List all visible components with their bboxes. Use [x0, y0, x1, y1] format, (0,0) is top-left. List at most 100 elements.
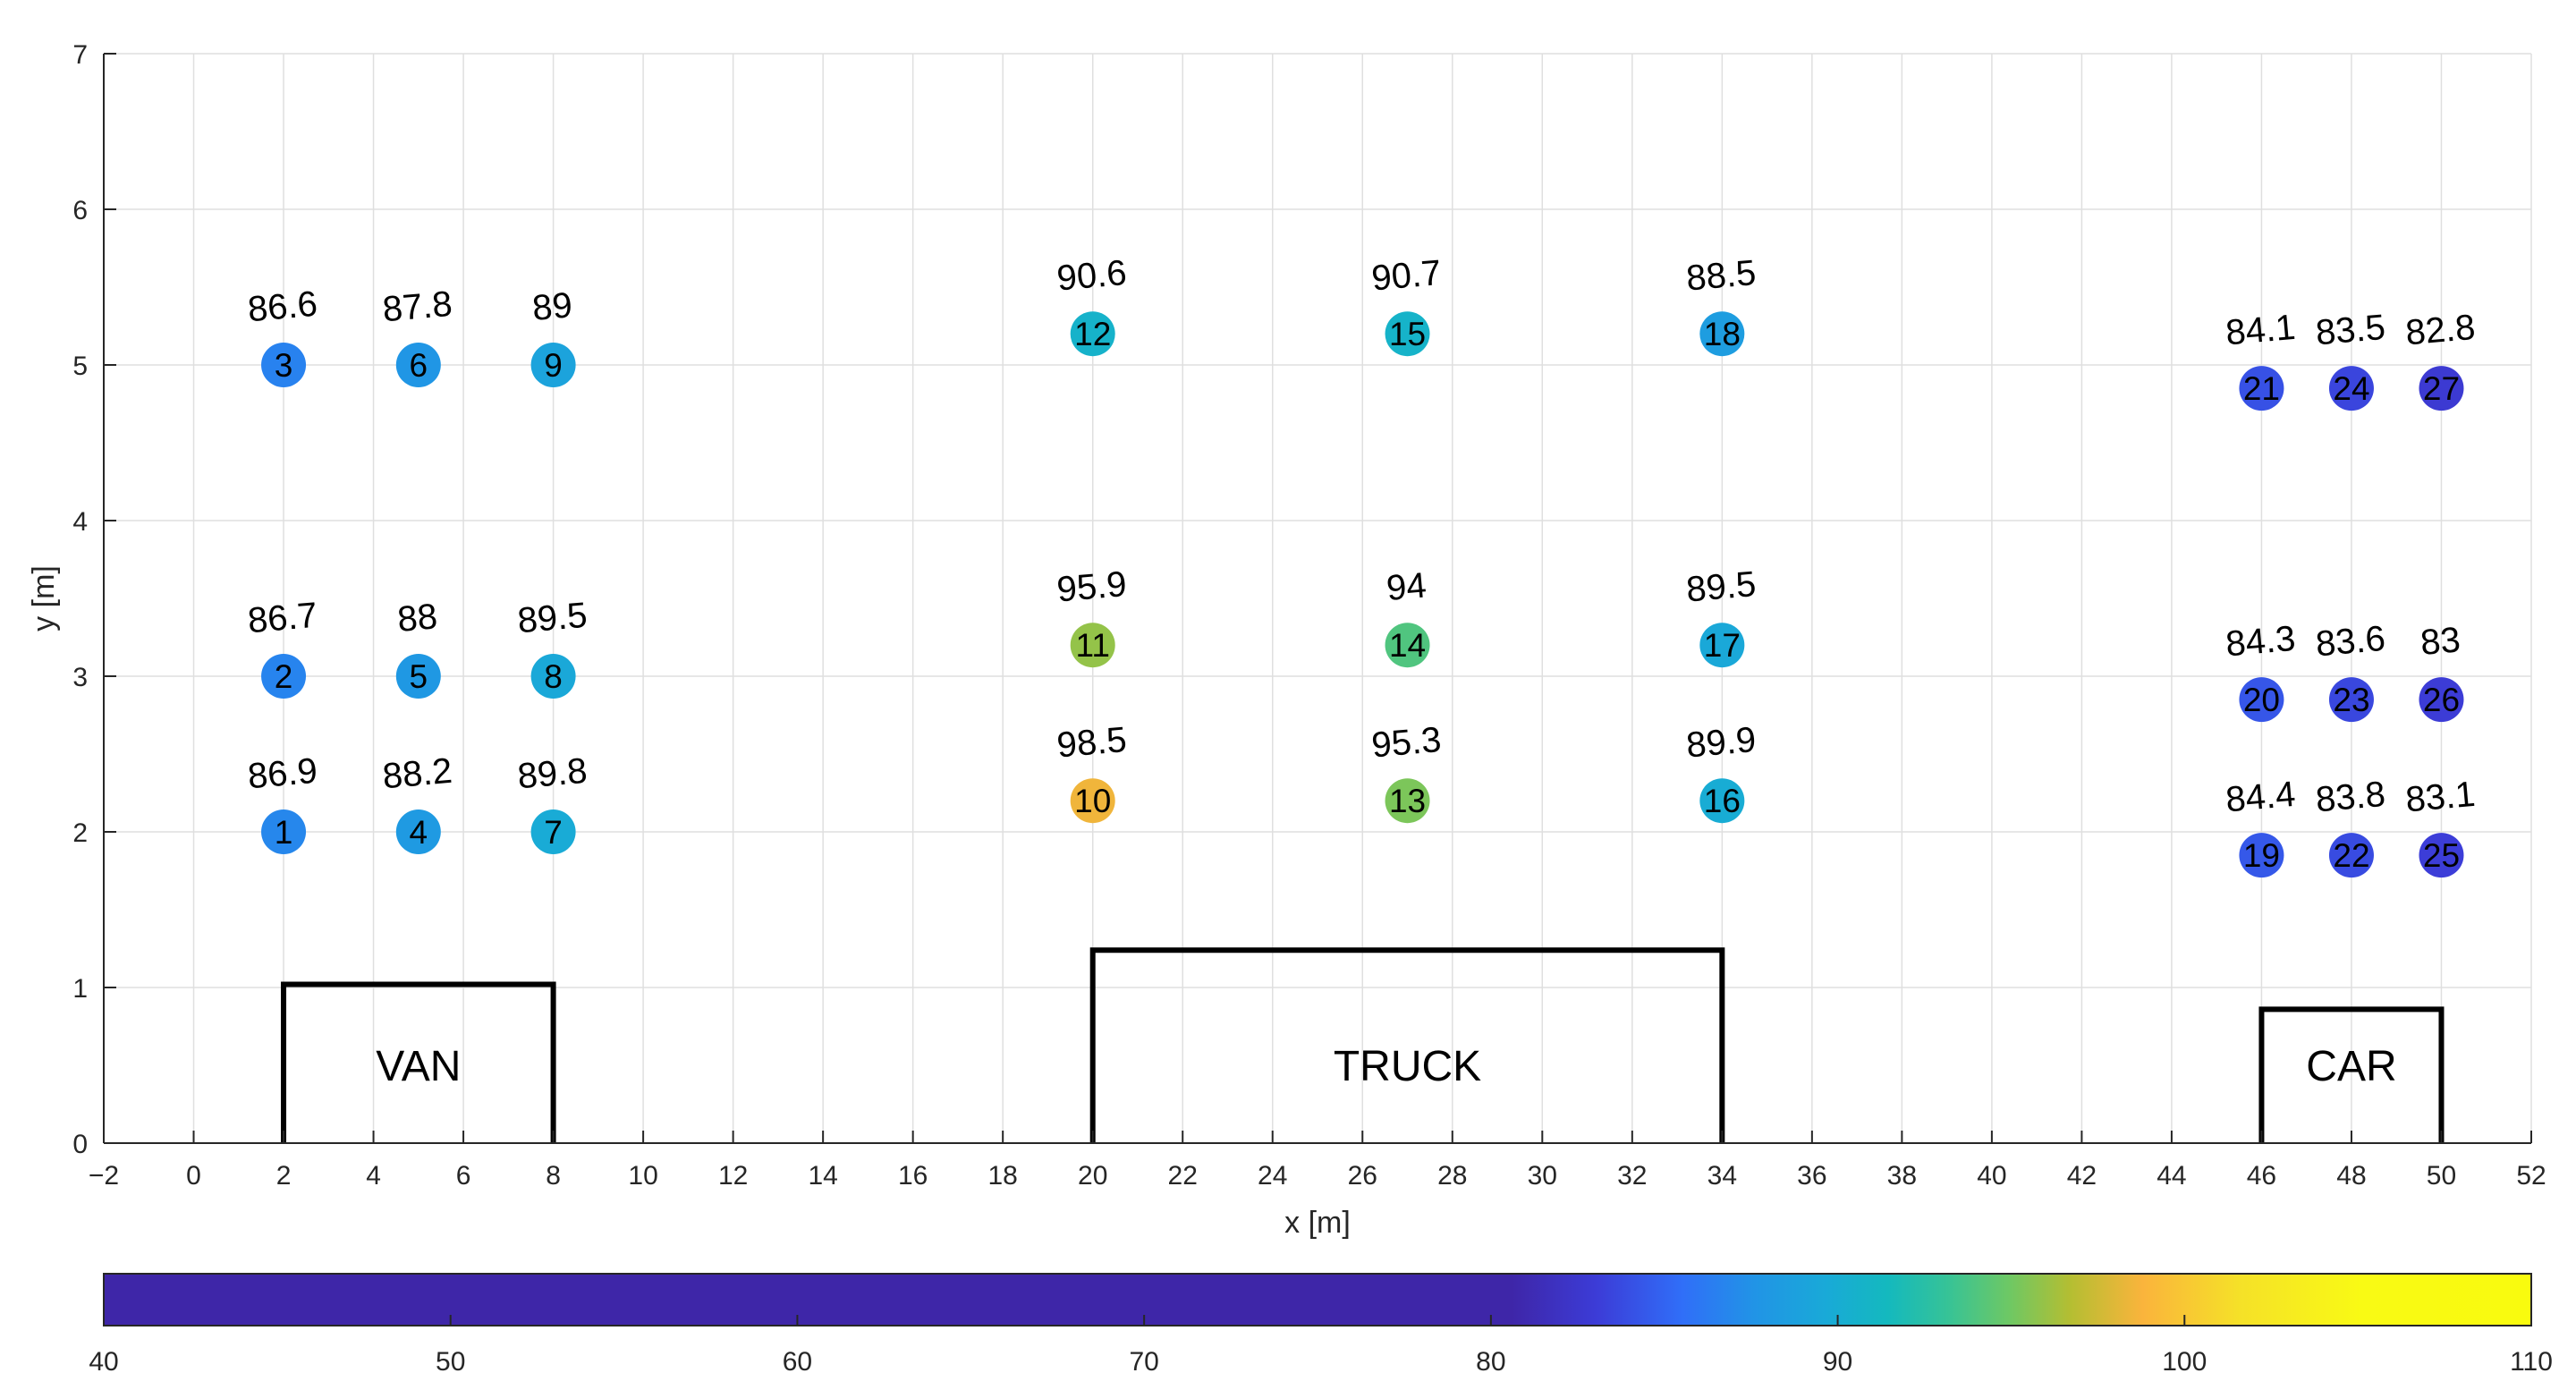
x-tick-label: 40 [1977, 1161, 2006, 1191]
data-point-8 [530, 654, 576, 699]
data-point-14 [1385, 623, 1430, 668]
value-label: 89.8 [516, 751, 589, 797]
value-label: 89 [530, 285, 573, 328]
x-tick-label: 20 [1078, 1161, 1107, 1191]
value-label: 83.5 [2314, 308, 2386, 353]
colorbar-tick-label: 80 [1476, 1347, 1505, 1377]
x-tick-label: 38 [1887, 1161, 1917, 1191]
data-point-18 [1699, 311, 1745, 357]
x-tick-label: 52 [2516, 1161, 2546, 1191]
value-label: 83 [2419, 620, 2462, 663]
value-label: 95.9 [1055, 564, 1128, 610]
point-id-label: 24 [2333, 370, 2369, 407]
value-label: 83.1 [2404, 775, 2477, 820]
x-tick-label: 10 [628, 1161, 657, 1191]
point-id-label: 2 [275, 658, 293, 695]
value-label: 86.6 [246, 284, 318, 330]
data-point-20 [2239, 677, 2284, 723]
point-id-label: 5 [410, 658, 428, 695]
grid-lines [103, 53, 2532, 1144]
data-point-17 [1699, 623, 1745, 668]
point-id-label: 18 [1704, 316, 1741, 352]
value-label: 84.3 [2224, 619, 2297, 665]
value-label: 83.6 [2314, 619, 2386, 665]
value-label: 89.5 [1685, 564, 1758, 610]
point-id-label: 26 [2423, 682, 2460, 718]
colorbar: 40 50 60 70 80 90 100 110 [89, 1273, 2553, 1377]
point-id-label: 16 [1704, 783, 1741, 819]
x-tick-label: 46 [2247, 1161, 2276, 1191]
data-point-3 [261, 343, 307, 387]
x-tick-label: 12 [718, 1161, 748, 1191]
data-point-2 [261, 654, 307, 699]
colorbar-tick-label: 90 [1823, 1347, 1852, 1377]
colorbar-tick-label: 100 [2162, 1347, 2207, 1377]
data-point-5 [395, 654, 441, 699]
value-label: 90.6 [1055, 253, 1128, 299]
x-tick-label: 14 [808, 1161, 837, 1191]
point-id-label: 15 [1389, 316, 1426, 352]
data-point-16 [1699, 778, 1745, 824]
y-tick-label: 5 [72, 352, 88, 381]
data-point-19 [2239, 833, 2284, 878]
value-label: 84.4 [2224, 775, 2297, 820]
data-points: 186.9286.7386.6488.2588687.8789.8889.598… [246, 253, 2477, 878]
colorbar-tick-label: 110 [2510, 1347, 2553, 1377]
colorbar-tick-label: 70 [1129, 1347, 1158, 1377]
value-label: 89.5 [516, 596, 589, 641]
point-id-label: 21 [2243, 370, 2280, 407]
data-point-7 [530, 809, 576, 854]
y-tick-label: 4 [72, 507, 88, 537]
vehicle-label-truck: TRUCK [1334, 1043, 1481, 1090]
x-tick-label: 30 [1528, 1161, 1557, 1191]
value-label: 88.5 [1685, 253, 1758, 299]
x-tick-label: 34 [1707, 1161, 1737, 1191]
vehicle-label-van: VAN [376, 1043, 461, 1090]
x-tick-label: −2 [89, 1161, 119, 1191]
vehicle-outline-car [2258, 1006, 2445, 1143]
point-id-label: 9 [544, 347, 563, 384]
axes: −2 0 2 4 6 8 10 12 14 16 18 20 22 24 26 28 30 32 34 36 38 40 4… [27, 40, 2546, 1240]
value-label: 94 [1385, 565, 1428, 608]
point-id-label: 6 [410, 347, 428, 384]
y-tick-label: 3 [72, 663, 88, 692]
data-point-15 [1385, 311, 1430, 357]
x-tick-label: 50 [2427, 1161, 2456, 1191]
value-label: 83.8 [2314, 775, 2386, 820]
data-point-27 [2419, 366, 2464, 411]
point-id-label: 11 [1075, 627, 1109, 664]
value-label: 98.5 [1055, 720, 1128, 766]
point-id-label: 23 [2333, 682, 2369, 718]
data-point-23 [2328, 677, 2374, 723]
data-point-24 [2328, 366, 2374, 411]
data-point-1 [261, 809, 307, 854]
colorbar-gradient-bar [103, 1273, 2532, 1326]
vehicle-outline-van [281, 981, 556, 1143]
x-tick-label: 44 [2157, 1161, 2186, 1191]
value-label: 88 [396, 597, 439, 640]
y-tick-label: 6 [72, 196, 88, 225]
value-label: 86.7 [246, 596, 318, 641]
value-label: 82.8 [2404, 308, 2477, 353]
colorbar-tick-label: 40 [89, 1347, 118, 1377]
data-point-22 [2328, 833, 2374, 878]
value-label: 88.2 [381, 751, 453, 797]
point-id-label: 12 [1074, 316, 1111, 352]
point-id-label: 13 [1389, 783, 1426, 819]
x-tick-label: 48 [2336, 1161, 2366, 1191]
x-tick-label: 26 [1348, 1161, 1377, 1191]
y-tick-label: 1 [72, 974, 88, 1004]
value-label: 86.9 [246, 751, 318, 797]
x-tick-label: 24 [1258, 1161, 1287, 1191]
x-tick-label: 42 [2067, 1161, 2097, 1191]
point-id-label: 4 [410, 814, 428, 851]
point-id-label: 17 [1704, 627, 1741, 664]
point-id-label: 3 [275, 347, 293, 384]
data-point-12 [1070, 311, 1115, 357]
point-id-label: 20 [2243, 682, 2280, 718]
data-point-4 [395, 809, 441, 854]
value-label: 84.1 [2224, 308, 2297, 353]
y-tick-label: 2 [72, 818, 88, 848]
point-id-label: 7 [544, 814, 563, 851]
x-tick-label: 0 [186, 1161, 201, 1191]
